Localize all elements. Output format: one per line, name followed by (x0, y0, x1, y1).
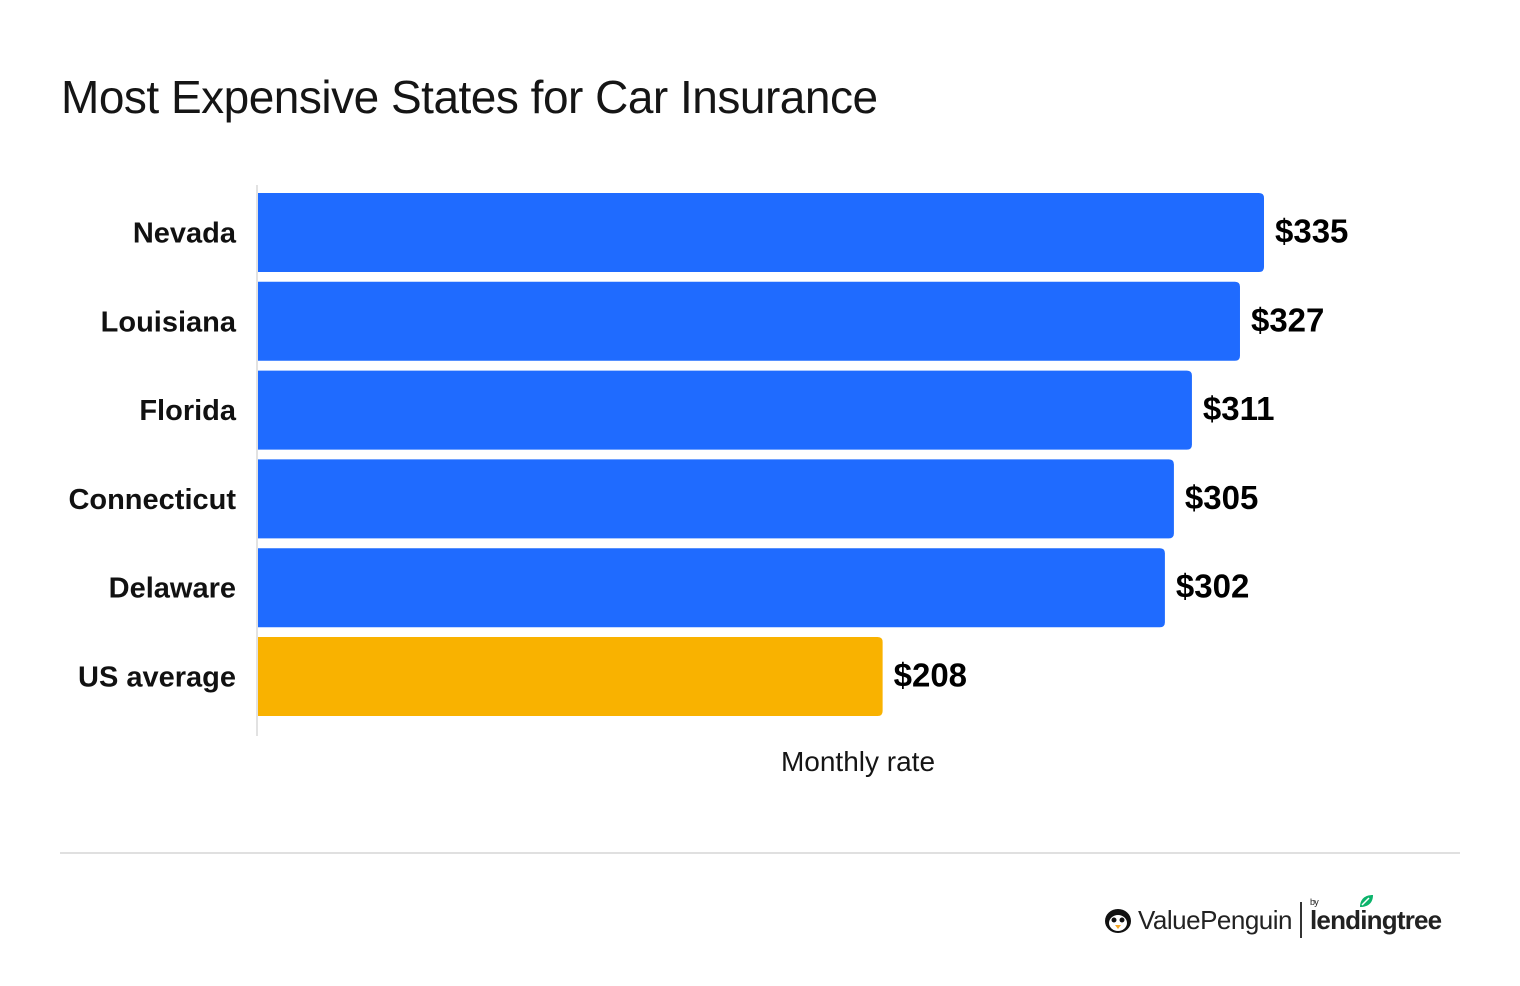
value-label: $335 (1275, 213, 1348, 250)
x-axis-label: Monthly rate (780, 746, 936, 777)
category-label: Louisiana (101, 306, 237, 338)
partner-name: by lendingtree (1310, 894, 1442, 936)
value-label: $302 (1176, 568, 1249, 605)
bar (258, 281, 1240, 361)
category-label: Connecticut (68, 484, 236, 516)
footer-divider (60, 852, 1460, 854)
penguin-icon (1105, 909, 1131, 933)
category-label: US average (78, 662, 236, 694)
category-label: Florida (139, 395, 237, 427)
by-label: by (1310, 896, 1319, 907)
partner-label: lendingtree (1310, 904, 1442, 935)
value-label: $208 (894, 657, 967, 694)
value-label: $305 (1185, 479, 1258, 516)
category-label: Delaware (109, 573, 236, 605)
bar (258, 637, 883, 716)
bar (258, 459, 1174, 539)
logo-separator (1300, 902, 1302, 938)
brand-name: ValuePenguin (1138, 904, 1293, 935)
chart-title: Most Expensive States for Car Insurance (61, 71, 878, 123)
value-label: $327 (1251, 301, 1324, 338)
valuepenguin-logo: ValuePenguin by lendingtree (1104, 894, 1442, 942)
bar (258, 370, 1192, 450)
bar (258, 548, 1165, 628)
category-label: Nevada (133, 218, 237, 250)
value-label: $311 (1203, 390, 1275, 427)
bar (258, 193, 1265, 272)
leaf-icon (1360, 894, 1373, 907)
